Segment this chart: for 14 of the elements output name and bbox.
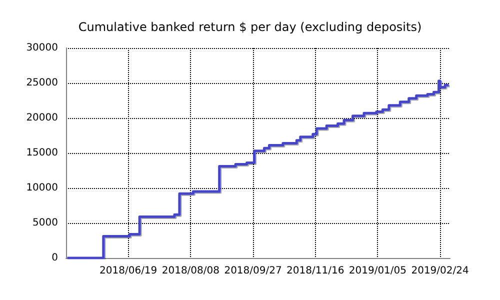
y-tick-label: 10000 (26, 182, 58, 194)
x-tick-label: 2018/11/16 (286, 266, 344, 276)
x-tick-label: 2019/01/05 (348, 266, 407, 276)
y-tick-label: 0 (52, 252, 58, 264)
x-tick-label: 2019/02/24 (411, 266, 469, 276)
x-tick-label: 2018/08/08 (162, 266, 220, 276)
chart-title: Cumulative banked return $ per day (excluding deposits) (78, 20, 422, 34)
y-tick-label: 15000 (26, 148, 58, 158)
y-tick-label: 30000 (26, 42, 58, 54)
y-tick-label: 25000 (26, 78, 58, 88)
y-tick-label: 20000 (26, 112, 58, 124)
x-tick-label: 2018/06/19 (100, 266, 158, 276)
y-tick-label: 5000 (32, 218, 58, 228)
x-tick-label: 2018/09/27 (224, 266, 282, 276)
